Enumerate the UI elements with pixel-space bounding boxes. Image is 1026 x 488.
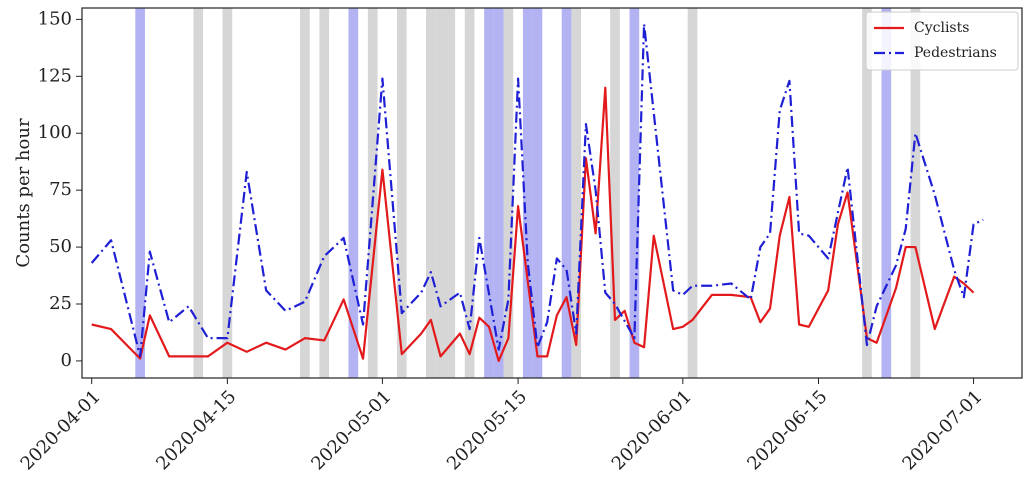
highlight-band — [435, 8, 446, 378]
x-tick-label: 2020-06-15 — [743, 386, 831, 474]
highlight-band — [222, 8, 233, 378]
y-tick-label: 100 — [38, 122, 72, 143]
x-tick-label: 2020-04-15 — [152, 386, 240, 474]
highlight-band — [522, 8, 533, 378]
highlight-band — [348, 8, 359, 378]
bands — [135, 8, 921, 378]
highlight-band — [503, 8, 514, 378]
y-tick-label: 50 — [49, 236, 72, 257]
highlight-band — [910, 8, 921, 378]
x-tick-label: 2020-04-01 — [17, 386, 105, 474]
y-axis-label: Counts per hour — [13, 118, 34, 268]
y-tick-label: 125 — [38, 65, 72, 86]
y-tick-label: 150 — [38, 8, 72, 29]
highlight-band — [319, 8, 330, 378]
highlight-band — [561, 8, 572, 378]
y-tick-label: 0 — [61, 350, 72, 371]
highlight-band — [193, 8, 204, 378]
legend-label: Cyclists — [914, 20, 969, 36]
highlight-band — [862, 8, 872, 378]
series-line — [90, 22, 984, 358]
highlight-band — [881, 8, 892, 378]
highlight-band — [300, 8, 310, 378]
series-line — [91, 86, 975, 363]
highlight-band — [484, 8, 494, 378]
highlight-band — [571, 8, 582, 378]
highlight-band — [532, 8, 543, 378]
plot-frame — [81, 7, 1023, 379]
highlight-band — [445, 8, 456, 378]
legend-box — [865, 11, 1019, 71]
highlight-band — [135, 8, 145, 378]
highlight-band — [493, 8, 504, 378]
highlight-band — [629, 8, 640, 378]
highlight-band — [396, 8, 407, 378]
legend-label: Pedestrians — [914, 45, 997, 61]
x-tick-label: 2020-05-15 — [443, 386, 531, 474]
x-tick-label: 2020-07-01 — [898, 386, 986, 474]
highlight-band — [687, 8, 698, 378]
highlight-band — [426, 8, 436, 378]
x-tick-label: 2020-06-01 — [608, 386, 696, 474]
highlight-band — [367, 8, 378, 378]
legend: Cyclists Pedestrians — [865, 11, 1019, 71]
y-tick-label: 25 — [49, 293, 72, 314]
y-tick-label: 75 — [49, 179, 72, 200]
highlight-band — [464, 8, 475, 378]
lines — [90, 22, 984, 363]
highlight-band — [610, 8, 620, 378]
x-tick-label: 2020-05-01 — [307, 386, 395, 474]
